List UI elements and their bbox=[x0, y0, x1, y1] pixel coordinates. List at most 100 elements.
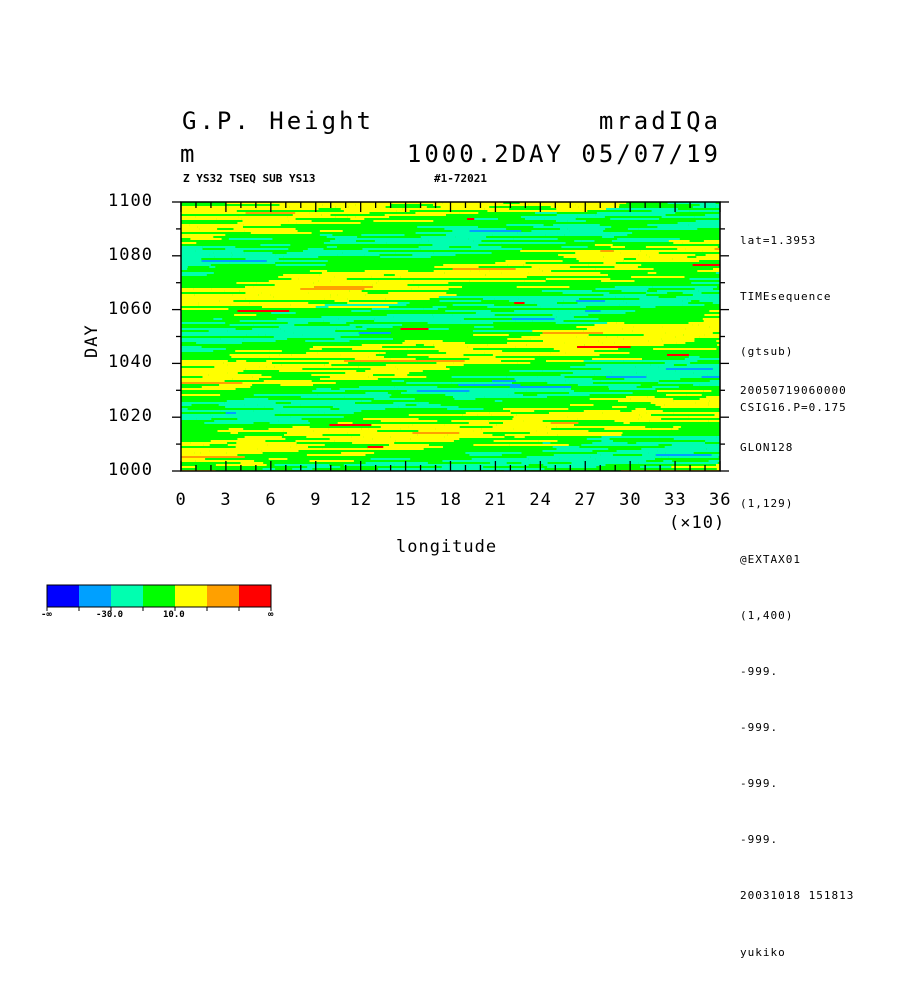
heatmap-cell bbox=[371, 424, 412, 426]
heatmap-cell bbox=[624, 422, 630, 424]
x-tick-label: 0 bbox=[176, 490, 187, 510]
heatmap-cell bbox=[362, 400, 372, 402]
heatmap-cell bbox=[462, 460, 520, 462]
heatmap-cell bbox=[706, 396, 720, 398]
heatmap-cell bbox=[596, 288, 649, 290]
heatmap-cell bbox=[565, 342, 602, 344]
heatmap-cell bbox=[662, 456, 669, 458]
heatmap-cell bbox=[231, 432, 239, 434]
heatmap-cell bbox=[211, 440, 266, 442]
heatmap-cell bbox=[492, 234, 545, 236]
heatmap-cell bbox=[363, 436, 390, 438]
heatmap-cell bbox=[597, 212, 619, 214]
heatmap-cell bbox=[181, 340, 223, 342]
heatmap-cell bbox=[589, 264, 612, 266]
heatmap-cell bbox=[696, 256, 720, 258]
heatmap-cell bbox=[693, 294, 720, 296]
heatmap-cell bbox=[693, 384, 700, 386]
heatmap-cell bbox=[252, 328, 272, 330]
heatmap-cell bbox=[648, 340, 662, 342]
heatmap-cell bbox=[529, 458, 560, 460]
heatmap-cell bbox=[193, 288, 211, 290]
heatmap-cell bbox=[555, 318, 599, 320]
heatmap-cell bbox=[651, 364, 674, 366]
heatmap-cell bbox=[394, 386, 437, 388]
heatmap-cell bbox=[473, 334, 509, 336]
heatmap-cell bbox=[617, 238, 680, 240]
heatmap-cell bbox=[236, 446, 291, 448]
heatmap-cell bbox=[181, 268, 187, 270]
heatmap-cell bbox=[560, 228, 567, 230]
heatmap-cell bbox=[181, 370, 243, 372]
heatmap-cell bbox=[322, 204, 355, 206]
heatmap-cell bbox=[381, 272, 444, 274]
heatmap-cell bbox=[339, 318, 359, 320]
heatmap-cell bbox=[306, 436, 351, 438]
heatmap-cell bbox=[408, 426, 460, 428]
heatmap-cell bbox=[410, 320, 460, 322]
heatmap-cell bbox=[396, 252, 434, 254]
heatmap-cell bbox=[445, 436, 505, 438]
x-tick-label: 24 bbox=[529, 490, 551, 510]
heatmap-cell bbox=[288, 322, 308, 324]
colorbar-swatch bbox=[175, 585, 207, 607]
heatmap-cell bbox=[484, 352, 550, 354]
heatmap-cell bbox=[252, 376, 271, 378]
heatmap-cell bbox=[532, 330, 583, 332]
heatmap-cell bbox=[517, 286, 570, 288]
heatmap-cell bbox=[181, 466, 195, 468]
heatmap-cell bbox=[422, 238, 469, 240]
heatmap-cell bbox=[642, 360, 697, 362]
heatmap-cell bbox=[362, 326, 392, 328]
heatmap-cell bbox=[506, 224, 543, 226]
heatmap-cell bbox=[578, 384, 641, 386]
heatmap-cell bbox=[365, 370, 423, 372]
heatmap-cell bbox=[181, 456, 245, 458]
heatmap-cell bbox=[253, 324, 294, 326]
heatmap-cell bbox=[539, 354, 559, 356]
heatmap-cell bbox=[452, 314, 495, 316]
heatmap-cell bbox=[617, 450, 658, 452]
heatmap-cell bbox=[260, 244, 290, 246]
heatmap-cell bbox=[368, 356, 384, 358]
heatmap-cell bbox=[371, 368, 398, 370]
heatmap-cell bbox=[418, 434, 448, 436]
heatmap-cell bbox=[553, 446, 580, 448]
heatmap-cell bbox=[284, 330, 335, 332]
heatmap-cell bbox=[226, 412, 236, 414]
heatmap-cell bbox=[237, 418, 301, 420]
heatmap-cell bbox=[209, 266, 215, 268]
heatmap-cell bbox=[541, 306, 586, 308]
heatmap-cell bbox=[524, 420, 543, 422]
heatmap-cell bbox=[593, 344, 602, 346]
heatmap-cell bbox=[704, 314, 720, 316]
heatmap-cell bbox=[558, 254, 579, 256]
heatmap-cell bbox=[573, 372, 612, 374]
heatmap-cell bbox=[181, 298, 188, 300]
heatmap-cell bbox=[559, 354, 600, 356]
heatmap-cell bbox=[335, 238, 360, 240]
heatmap-cell bbox=[408, 348, 473, 350]
heatmap-cell bbox=[600, 454, 613, 456]
heatmap-cell bbox=[321, 316, 384, 318]
heatmap-cell bbox=[265, 406, 283, 408]
heatmap-cell bbox=[383, 446, 443, 448]
heatmap-cell bbox=[651, 402, 696, 404]
heatmap-cell bbox=[549, 412, 602, 414]
heatmap-cell bbox=[208, 374, 261, 376]
heatmap-cell bbox=[710, 380, 720, 382]
heatmap-cell bbox=[220, 216, 239, 218]
heatmap-cell bbox=[301, 332, 359, 334]
heatmap-cell bbox=[322, 448, 367, 450]
heatmap-cell bbox=[526, 344, 532, 346]
heatmap-cell bbox=[699, 300, 720, 302]
heatmap-cell bbox=[510, 386, 571, 388]
heatmap-cell bbox=[318, 280, 330, 282]
heatmap-cell bbox=[521, 462, 530, 464]
heatmap-cell bbox=[646, 246, 689, 248]
heatmap-cell bbox=[700, 384, 720, 386]
heatmap-cell bbox=[509, 370, 542, 372]
heatmap-cell bbox=[195, 460, 225, 462]
heatmap-cell bbox=[419, 208, 485, 210]
heatmap-cell bbox=[567, 228, 605, 230]
